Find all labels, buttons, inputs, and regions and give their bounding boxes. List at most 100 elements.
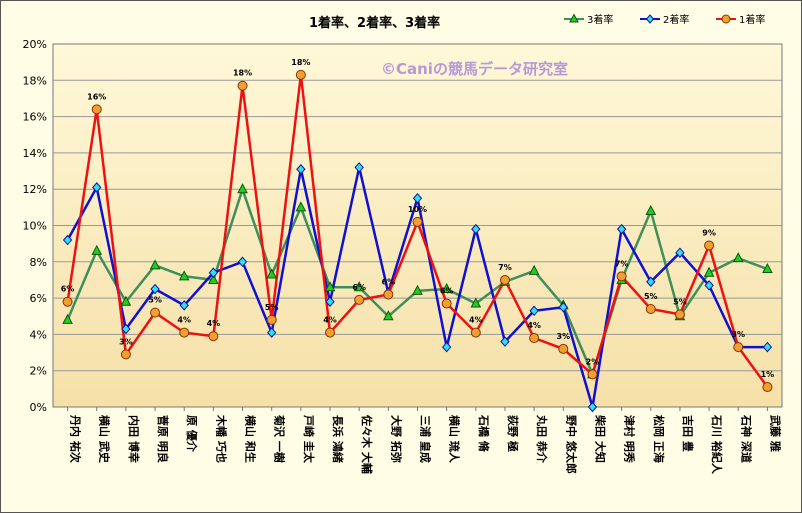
data-label: 18%	[233, 69, 252, 78]
point-marker	[500, 336, 510, 347]
data-label: 5%	[148, 296, 162, 305]
x-tick-label: 佐々木 大輔	[360, 414, 374, 474]
point-marker	[616, 271, 627, 282]
point-marker	[150, 307, 161, 318]
data-labels: 6% 16% 3% 5% 4% 4% 18% 5% 18% 4% 6% 6% 10% 6% 4% 7% 4% 3%…	[61, 58, 774, 379]
x-tick-label: 石橋 脩	[477, 414, 491, 453]
point-marker	[179, 300, 189, 311]
data-label: 4%	[177, 316, 191, 325]
point-marker	[412, 216, 423, 227]
x-tick-label: 野中 悠太郎	[564, 415, 578, 474]
point-marker	[354, 294, 365, 305]
point-marker	[471, 223, 481, 235]
data-label: 3%	[119, 337, 133, 346]
data-label: 18%	[291, 58, 310, 67]
y-tick-label: 16%	[23, 111, 47, 124]
point-marker	[296, 163, 306, 175]
x-tick-label: 横山 武史	[98, 415, 112, 464]
x-tick-label: 横山 琉人	[448, 415, 462, 464]
data-label: 2%	[586, 357, 600, 366]
point-marker	[528, 264, 540, 275]
x-tick-label: 三浦 皇成	[419, 415, 433, 463]
data-label: 9%	[702, 228, 716, 237]
y-tick-label: 6%	[30, 292, 47, 305]
y-tick-label: 18%	[23, 74, 47, 87]
point-marker	[675, 247, 685, 258]
point-marker	[266, 268, 278, 279]
point-marker	[120, 349, 131, 360]
point-marker	[267, 327, 277, 338]
point-marker	[295, 69, 306, 80]
x-tick-label: 松岡 正海	[652, 415, 666, 463]
y-tick-label: 20%	[23, 38, 47, 51]
chart-title: 1着率、2着率、3着率	[309, 15, 440, 31]
y-tick-label: 2%	[30, 365, 47, 378]
point-marker	[529, 333, 540, 344]
legend-label: 1着率	[739, 13, 765, 26]
y-tick-label: 12%	[23, 183, 47, 196]
y-tick-label: 10%	[23, 220, 47, 233]
data-label: 5%	[673, 297, 687, 306]
point-marker	[353, 281, 365, 292]
point-marker	[150, 283, 160, 295]
point-marker	[587, 401, 598, 413]
x-tick-label: 石川 裕紀人	[710, 414, 724, 475]
point-marker	[62, 296, 73, 307]
point-marker	[178, 270, 190, 281]
data-label: 6%	[352, 283, 366, 292]
point-marker	[208, 273, 219, 284]
data-label: 1%	[761, 370, 775, 379]
point-marker	[703, 266, 715, 277]
point-marker	[674, 309, 685, 320]
point-marker	[732, 252, 744, 263]
data-label: 6%	[440, 287, 454, 296]
point-marker	[704, 240, 715, 251]
point-marker	[733, 342, 744, 353]
y-tick-label: 8%	[30, 256, 47, 269]
legend-marker	[721, 14, 731, 24]
x-tick-label: 内田 博幸	[127, 415, 141, 463]
data-label: 7%	[615, 259, 629, 268]
point-marker	[646, 276, 656, 288]
y-tick-label: 14%	[23, 147, 47, 160]
point-marker	[470, 297, 482, 308]
data-label: 16%	[87, 92, 106, 101]
x-tick-label: 原 優介	[185, 415, 199, 453]
point-marker	[208, 267, 219, 278]
legend-marker	[645, 14, 655, 24]
legend: 3着率 2着率 1着率	[564, 13, 765, 26]
point-marker	[354, 162, 364, 173]
point-marker	[762, 262, 773, 274]
x-tick-label: 戸崎 圭太	[302, 415, 316, 464]
point-marker	[179, 327, 190, 338]
data-label: 5%	[265, 303, 279, 312]
point-marker	[91, 244, 103, 255]
x-tick-label: 荻野 極	[506, 415, 520, 452]
point-marker	[120, 295, 132, 306]
x-tick-label: 横山 和生	[244, 415, 258, 463]
y-axis: 0% 2% 4% 6% 8% 10% 12% 14% 16% 18% 20%	[23, 38, 47, 414]
y-tick-label: 0%	[30, 401, 47, 414]
point-marker	[383, 289, 394, 300]
point-marker	[121, 323, 131, 335]
x-tick-label: 吉田 豊	[681, 415, 695, 452]
point-marker	[412, 193, 423, 204]
point-marker	[266, 314, 277, 325]
data-label: 4%	[323, 316, 337, 325]
point-marker	[325, 296, 335, 307]
point-marker	[558, 343, 569, 354]
data-label: 3%	[731, 330, 745, 339]
y-tick-label: 4%	[30, 328, 47, 341]
x-tick-label: 柴田 大知	[593, 414, 607, 463]
point-marker	[208, 331, 219, 342]
x-tick-label: 長浜 鴻緒	[331, 415, 345, 463]
point-marker	[529, 305, 539, 317]
watermark: ©Caniの競馬データ研究室	[381, 60, 568, 78]
data-label: 5%	[644, 292, 658, 301]
point-marker	[645, 303, 656, 314]
data-label: 4%	[469, 316, 483, 325]
x-tick-label: 木幡 巧也	[214, 414, 228, 463]
point-marker	[325, 327, 336, 338]
point-marker	[237, 80, 248, 91]
